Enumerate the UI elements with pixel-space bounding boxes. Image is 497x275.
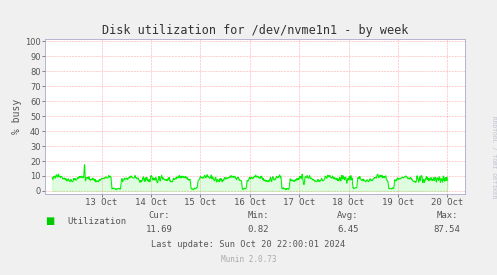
Text: Cur:: Cur:	[148, 211, 170, 220]
Text: Utilization: Utilization	[67, 217, 126, 226]
Text: 11.69: 11.69	[146, 225, 172, 234]
Text: RRDTOOL / TOBI OETIKER: RRDTOOL / TOBI OETIKER	[491, 116, 496, 198]
Y-axis label: % busy: % busy	[12, 98, 22, 134]
Title: Disk utilization for /dev/nvme1n1 - by week: Disk utilization for /dev/nvme1n1 - by w…	[101, 24, 408, 37]
Text: Avg:: Avg:	[337, 211, 359, 220]
Text: 0.82: 0.82	[248, 225, 269, 234]
Text: 87.54: 87.54	[434, 225, 461, 234]
Text: ■: ■	[45, 216, 54, 226]
Text: 6.45: 6.45	[337, 225, 359, 234]
Text: Last update: Sun Oct 20 22:00:01 2024: Last update: Sun Oct 20 22:00:01 2024	[152, 240, 345, 249]
Text: Munin 2.0.73: Munin 2.0.73	[221, 255, 276, 264]
Text: Min:: Min:	[248, 211, 269, 220]
Text: Max:: Max:	[436, 211, 458, 220]
